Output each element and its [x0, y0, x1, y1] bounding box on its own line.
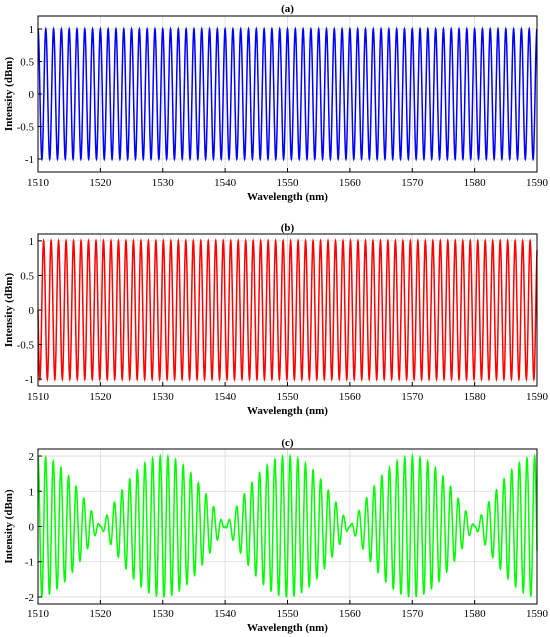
- x-tick-label: 1570: [401, 177, 424, 189]
- y-tick-label: 0.5: [20, 57, 34, 69]
- x-tick-label: 1560: [339, 608, 362, 620]
- x-tick-label: 1590: [526, 608, 549, 620]
- x-axis-label: Wavelength (nm): [247, 622, 328, 634]
- y-tick-label: 2: [29, 451, 35, 463]
- x-tick-label: 1510: [27, 608, 50, 620]
- x-axis-label: Wavelength (nm): [247, 405, 328, 417]
- chart-panel-c: 1510 1520 1530 1540 1550 1560 1570 1580 1590 -2 -1…: [3, 437, 549, 634]
- y-tick-label: -0.5: [17, 340, 35, 352]
- x-tick-label: 1540: [214, 391, 237, 403]
- y-axis-label: Intensity (dBm): [3, 57, 15, 132]
- chart-title: (b): [281, 222, 295, 234]
- x-tick-label: 1560: [339, 391, 362, 403]
- x-tick-label: 1550: [277, 177, 300, 189]
- y-tick-label: 0: [29, 89, 35, 101]
- x-tick-label: 1510: [27, 391, 50, 403]
- x-tick-label: 1530: [152, 391, 175, 403]
- y-tick-label: 1: [29, 236, 35, 248]
- x-tick-label: 1590: [526, 177, 549, 189]
- x-tick-label: 1580: [464, 177, 487, 189]
- x-tick-label: 1530: [152, 608, 175, 620]
- x-tick-label: 1520: [89, 391, 112, 403]
- y-tick-label: -1: [25, 374, 34, 386]
- y-tick-label: 1: [29, 486, 35, 498]
- x-axis-label: Wavelength (nm): [247, 191, 328, 203]
- x-tick-label: 1520: [89, 608, 112, 620]
- y-tick-label: 0.5: [20, 270, 34, 282]
- x-tick-label: 1560: [339, 177, 362, 189]
- chart-panel-a: 1510 1520 1530 1540 1550 1560 1570 1580 1590 -1 -0…: [3, 3, 549, 203]
- chart-title: (c): [281, 437, 294, 449]
- y-tick-label: 0: [29, 522, 35, 534]
- y-tick-label: -1: [25, 557, 34, 569]
- x-tick-label: 1540: [214, 177, 237, 189]
- y-tick-label: -1: [25, 154, 34, 166]
- chart-panel-b: 1510 1520 1530 1540 1550 1560 1570 1580 1590 -1 -0…: [3, 222, 549, 417]
- x-tick-label: 1590: [526, 391, 549, 403]
- x-tick-label: 1550: [277, 391, 300, 403]
- y-axis-label: Intensity (dBm): [3, 273, 15, 348]
- y-tick-label: -0.5: [17, 122, 35, 134]
- x-tick-label: 1580: [464, 608, 487, 620]
- y-tick-label: -2: [25, 592, 34, 604]
- x-tick-label: 1520: [89, 177, 112, 189]
- series-line-1: [37, 237, 538, 383]
- x-tick-label: 1530: [152, 177, 175, 189]
- x-tick-label: 1570: [401, 608, 424, 620]
- y-tick-label: 1: [29, 24, 35, 36]
- series-line-1: [37, 453, 538, 598]
- x-tick-label: 1580: [464, 391, 487, 403]
- x-tick-label: 1550: [277, 608, 300, 620]
- chart-title: (a): [281, 3, 294, 15]
- x-tick-label: 1510: [27, 177, 50, 189]
- series-line-1: [37, 26, 538, 162]
- y-tick-label: 0: [29, 305, 35, 317]
- x-tick-label: 1570: [401, 391, 424, 403]
- y-axis-label: Intensity (dBm): [3, 489, 15, 564]
- x-tick-label: 1540: [214, 608, 237, 620]
